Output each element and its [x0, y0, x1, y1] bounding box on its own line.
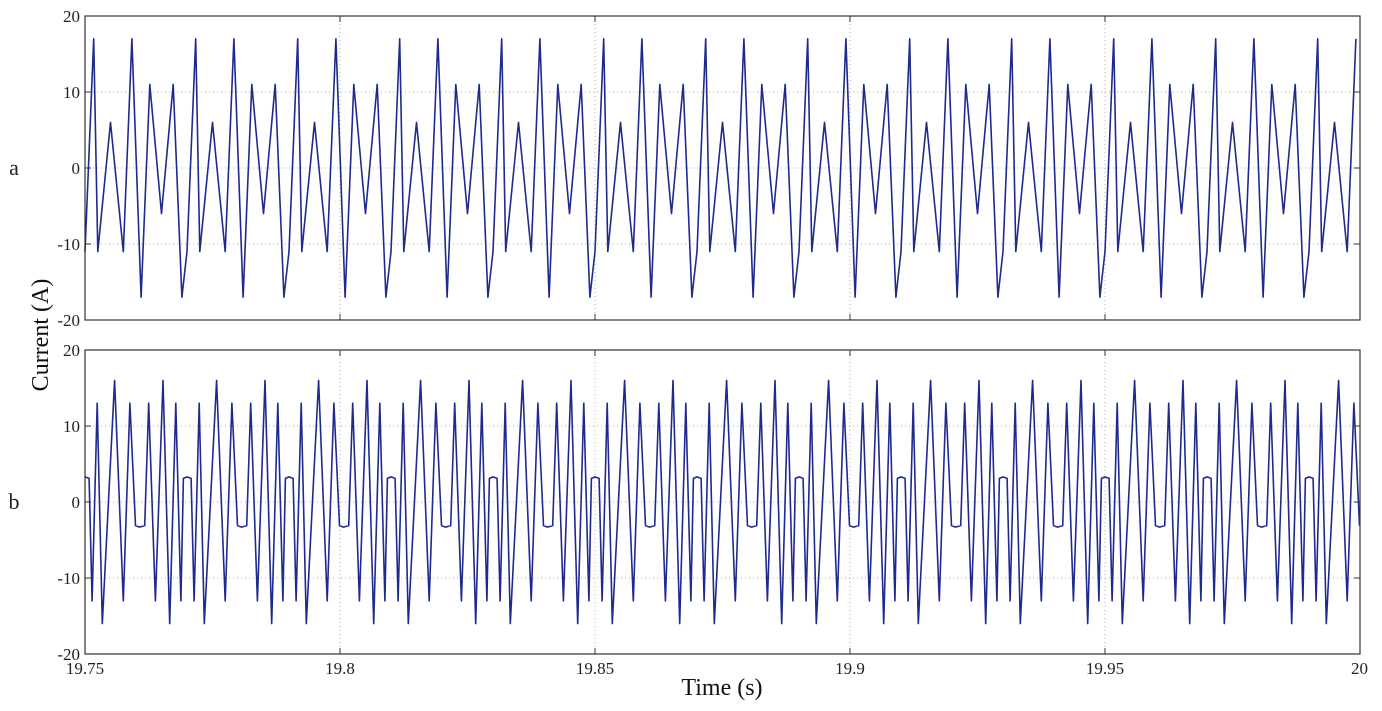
y-tick-label: 10	[63, 417, 80, 436]
series-line-b	[84, 379, 1361, 625]
y-tick-label: 20	[63, 7, 80, 26]
y-tick-label: 0	[72, 159, 81, 178]
y-tick-label: 10	[63, 83, 80, 102]
y-tick-label: -20	[57, 311, 80, 330]
x-tick-label: 19.9	[835, 659, 865, 678]
x-tick-label: 19.85	[576, 659, 614, 678]
panel-a: 20 10 0 -10 -20 a	[9, 7, 1361, 330]
panel-label-b: b	[9, 489, 20, 514]
x-tick-label: 20	[1351, 659, 1368, 678]
x-tick-label: 19.75	[66, 659, 104, 678]
series-line-a	[84, 38, 1357, 298]
x-tick-label: 19.8	[325, 659, 355, 678]
y-tick-label: -10	[57, 569, 80, 588]
y-tick-label: 0	[72, 493, 81, 512]
x-axis-title: Time (s)	[681, 675, 762, 701]
y-tick-label: 20	[63, 341, 80, 360]
panel-label-a: a	[9, 155, 19, 180]
plot-frame-b	[84, 349, 1361, 655]
y-tick-label: -10	[57, 235, 80, 254]
y-tick-label: -20	[57, 645, 80, 664]
chart-panels: 20 10 0 -10 -20 a 20 10 0 -10 -20 b 19.75 19.8 19.85 19…	[9, 7, 1369, 678]
plot-frame-a	[84, 15, 1361, 321]
panel-b: 20 10 0 -10 -20 b	[9, 341, 1361, 664]
x-tick-label: 19.95	[1086, 659, 1124, 678]
y-axis-title: Current (A)	[28, 279, 54, 392]
